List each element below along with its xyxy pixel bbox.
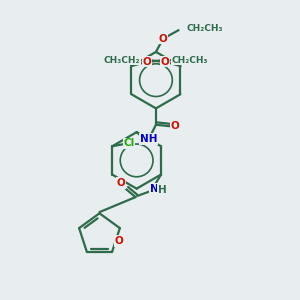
Text: O: O xyxy=(115,236,124,246)
Text: Cl: Cl xyxy=(124,138,135,148)
Text: O: O xyxy=(158,34,167,44)
Text: NH: NH xyxy=(140,134,157,144)
Text: H: H xyxy=(158,185,167,195)
Text: CH₂CH₃: CH₂CH₃ xyxy=(171,56,208,64)
Text: O: O xyxy=(160,57,169,67)
Text: O: O xyxy=(117,178,126,188)
Text: N: N xyxy=(150,184,159,194)
Text: O: O xyxy=(142,57,151,67)
Text: O: O xyxy=(171,121,179,131)
Text: CH₂CH₃: CH₂CH₃ xyxy=(186,24,223,33)
Text: CH₃CH₂: CH₃CH₂ xyxy=(103,56,140,64)
